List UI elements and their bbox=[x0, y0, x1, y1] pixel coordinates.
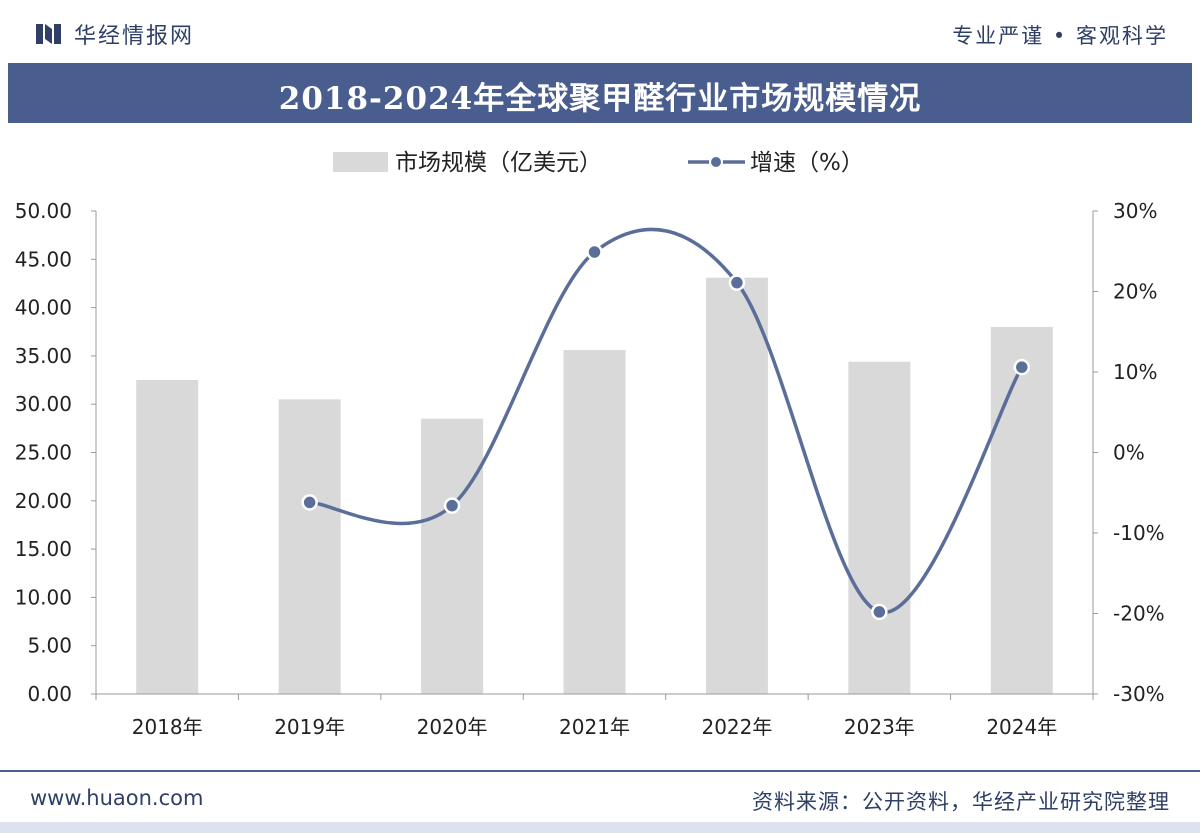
bar bbox=[705, 277, 768, 694]
y-left-tick-label: 25.00 bbox=[15, 441, 72, 465]
y-right-tick-label: -30% bbox=[1113, 682, 1165, 706]
bars bbox=[136, 277, 1053, 694]
top-bar: 华经情报网 专业严谨 • 客观科学 bbox=[0, 0, 1200, 62]
y-left-tick-label: 15.00 bbox=[15, 537, 72, 561]
growth-point bbox=[1013, 358, 1031, 376]
brand: 华经情报网 bbox=[34, 18, 194, 50]
legend-line-marker bbox=[709, 155, 723, 169]
x-tick-label: 2024年 bbox=[986, 715, 1057, 739]
legend-bar-label: 市场规模（亿美元） bbox=[395, 150, 602, 176]
footer-divider bbox=[0, 770, 1200, 772]
bar bbox=[136, 380, 199, 694]
bar bbox=[848, 361, 911, 694]
y-left-tick-label: 5.00 bbox=[27, 634, 72, 658]
x-tick-label: 2020年 bbox=[417, 715, 488, 739]
x-tick-label: 2018年 bbox=[132, 715, 203, 739]
legend: 市场规模（亿美元） 增速（%） bbox=[333, 150, 864, 176]
bar bbox=[563, 350, 626, 694]
brand-logo-icon bbox=[36, 24, 61, 44]
y-left-tick-label: 50.00 bbox=[15, 199, 72, 223]
y-left-tick-label: 20.00 bbox=[15, 489, 72, 513]
data-source: 资料来源：公开资料，华经产业研究院整理 bbox=[752, 790, 1170, 814]
x-tick-label: 2019年 bbox=[274, 715, 345, 739]
bar bbox=[990, 326, 1053, 694]
growth-line-path bbox=[309, 227, 1024, 614]
y-right-tick-label: 20% bbox=[1113, 280, 1157, 304]
chart: 市场规模（亿美元） 增速（%） 0.00 5.00 10.00 15.00 20.00 25… bbox=[15, 150, 1165, 739]
legend-line-label: 增速（%） bbox=[750, 150, 864, 176]
x-tick-label: 2021年 bbox=[559, 715, 630, 739]
legend-bar-swatch bbox=[333, 152, 388, 172]
y-right-tick-label: -20% bbox=[1113, 602, 1165, 626]
growth-point bbox=[443, 497, 461, 514]
y-left-tick-label: 0.00 bbox=[27, 682, 72, 706]
growth-point bbox=[301, 494, 318, 511]
y-right-tick-label: -10% bbox=[1113, 521, 1165, 545]
x-tick-label: 2023年 bbox=[844, 715, 915, 739]
title-bar: 2018-2024年全球聚甲醛行业市场规模情况 bbox=[8, 63, 1192, 123]
x-tick-label: 2022年 bbox=[701, 715, 772, 739]
y-right-tick-label: 10% bbox=[1113, 360, 1157, 384]
chart-title: 2018-2024年全球聚甲醛行业市场规模情况 bbox=[278, 81, 922, 117]
growth-point bbox=[871, 603, 888, 621]
y-left-tick-label: 40.00 bbox=[15, 296, 72, 320]
growth-point bbox=[728, 274, 746, 291]
y-left-tick-label: 45.00 bbox=[15, 247, 72, 271]
growth-point bbox=[586, 243, 603, 261]
growth-line bbox=[301, 227, 1031, 621]
axes: 0.00 5.00 10.00 15.00 20.00 25.00 30.00 35.00 40… bbox=[15, 199, 1165, 739]
y-right-tick-label: 30% bbox=[1113, 199, 1157, 223]
slogan: 专业严谨 • 客观科学 bbox=[952, 24, 1168, 48]
bar bbox=[421, 418, 484, 694]
y-left-tick-label: 10.00 bbox=[15, 585, 72, 609]
y-left-tick-label: 35.00 bbox=[15, 344, 72, 368]
bottom-strip bbox=[0, 822, 1200, 833]
brand-name: 华经情报网 bbox=[74, 24, 195, 49]
site-url: www.huaon.com bbox=[30, 786, 204, 810]
y-left-tick-label: 30.00 bbox=[15, 392, 72, 416]
y-right-tick-label: 0% bbox=[1113, 441, 1145, 465]
bar bbox=[278, 399, 341, 694]
